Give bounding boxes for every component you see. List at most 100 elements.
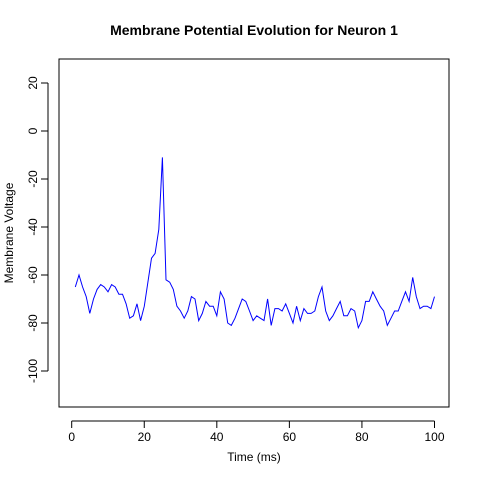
data-point [165, 279, 166, 280]
data-point [111, 284, 112, 285]
data-point [289, 313, 290, 314]
x-axis-label: Time (ms) [227, 450, 281, 464]
data-point [365, 301, 366, 302]
data-point [394, 310, 395, 311]
data-point [252, 320, 253, 321]
data-point [89, 313, 90, 314]
data-point [285, 303, 286, 304]
data-point [278, 308, 279, 309]
data-point [390, 318, 391, 319]
data-point [282, 310, 283, 311]
data-point [147, 282, 148, 283]
data-point [267, 298, 268, 299]
data-point [78, 274, 79, 275]
y-tick-label: -100 [26, 359, 40, 383]
x-axis: 0 20 40 60 80 100 [68, 420, 445, 444]
data-point [340, 301, 341, 302]
data-point [300, 320, 301, 321]
data-point [263, 320, 264, 321]
data-point [260, 318, 261, 319]
data-point [361, 320, 362, 321]
data-point [398, 310, 399, 311]
data-point [387, 325, 388, 326]
data-point [198, 320, 199, 321]
data-point [376, 298, 377, 299]
data-point [271, 325, 272, 326]
x-tick-label: 20 [138, 430, 152, 444]
data-point [86, 296, 87, 297]
y-tick-label: -20 [26, 170, 40, 188]
data-point [213, 306, 214, 307]
data-point [358, 327, 359, 328]
data-point [184, 318, 185, 319]
data-point [144, 306, 145, 307]
data-point [187, 310, 188, 311]
data-point [180, 310, 181, 311]
data-point [249, 310, 250, 311]
data-point [245, 301, 246, 302]
data-point [209, 306, 210, 307]
y-tick-label: 0 [26, 127, 40, 134]
data-point [325, 310, 326, 311]
data-point [423, 306, 424, 307]
series-line [74, 157, 435, 330]
data-point [347, 315, 348, 316]
data-point [96, 289, 97, 290]
data-point [318, 296, 319, 297]
data-point [227, 322, 228, 323]
data-point [303, 308, 304, 309]
data-point [93, 298, 94, 299]
x-tick-label: 0 [68, 430, 75, 444]
data-point [223, 298, 224, 299]
data-point [202, 313, 203, 314]
data-point [430, 308, 431, 309]
data-point [169, 282, 170, 283]
data-point [354, 310, 355, 311]
data-point [427, 306, 428, 307]
x-tick-label: 80 [355, 430, 369, 444]
data-point [176, 306, 177, 307]
data-point [242, 298, 243, 299]
data-point [379, 306, 380, 307]
y-axis: 20 0 -20 -40 -60 -80 -100 [26, 76, 49, 383]
data-point [158, 229, 159, 230]
data-point [256, 315, 257, 316]
y-tick-label: 20 [26, 76, 40, 90]
data-point [343, 315, 344, 316]
data-point [162, 157, 163, 158]
data-point [332, 315, 333, 316]
data-point [82, 286, 83, 287]
data-point [115, 286, 116, 287]
data-point [122, 294, 123, 295]
data-point [383, 310, 384, 311]
data-point [416, 296, 417, 297]
data-point [107, 291, 108, 292]
data-point [314, 310, 315, 311]
data-point [372, 291, 373, 292]
data-point [194, 298, 195, 299]
data-point [434, 296, 435, 297]
data-point [401, 301, 402, 302]
y-tick-label: -60 [26, 266, 40, 284]
data-point [336, 308, 337, 309]
x-tick-label: 60 [283, 430, 297, 444]
chart-title: Membrane Potential Evolution for Neuron … [110, 22, 398, 38]
data-point [126, 303, 127, 304]
data-point [321, 286, 322, 287]
data-points [75, 157, 435, 329]
data-point [205, 301, 206, 302]
x-tick-label: 100 [424, 430, 444, 444]
y-axis-label: Membrane Voltage [2, 182, 16, 283]
data-point [220, 291, 221, 292]
data-point [75, 286, 76, 287]
data-point [350, 308, 351, 309]
data-point [100, 284, 101, 285]
data-point [238, 308, 239, 309]
data-point [216, 315, 217, 316]
data-point [118, 294, 119, 295]
data-point [329, 320, 330, 321]
y-tick-label: -40 [26, 218, 40, 236]
data-point [155, 253, 156, 254]
data-point [104, 286, 105, 287]
